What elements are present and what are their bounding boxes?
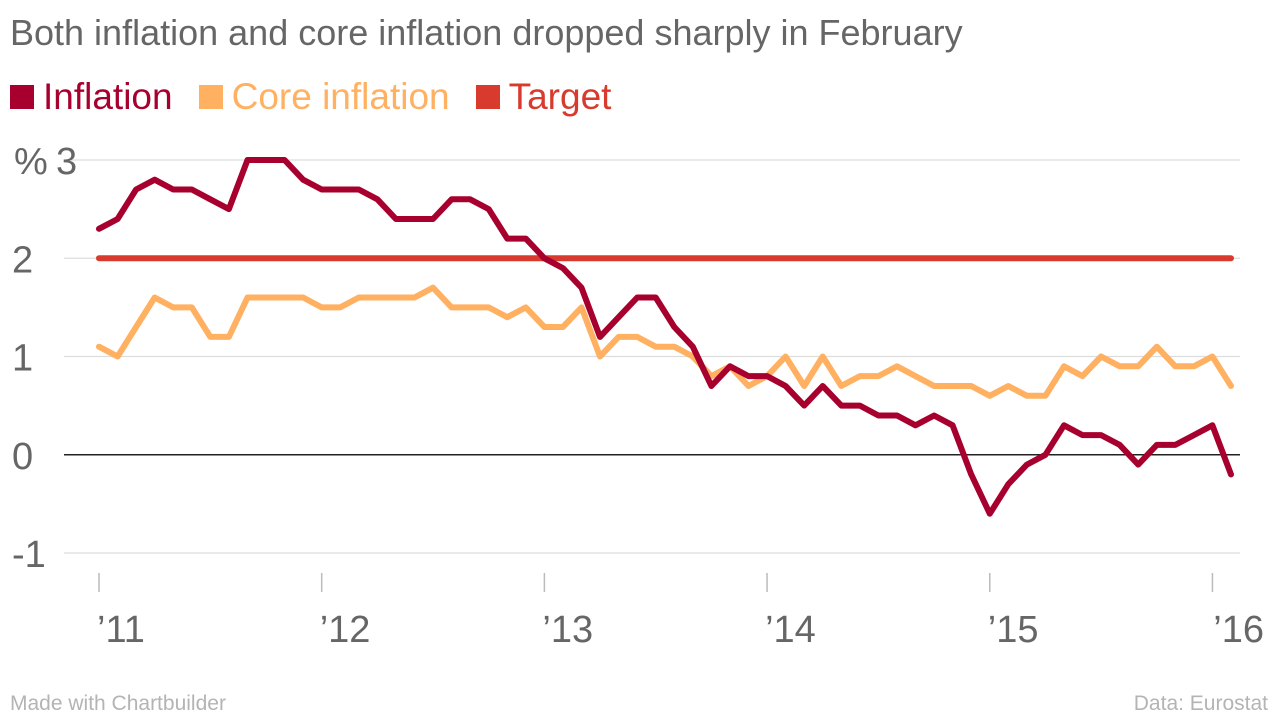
legend-label-target: Target [508, 76, 612, 117]
series-line-inflation [96, 157, 1234, 517]
legend: Inflation Core inflation Target [10, 74, 637, 120]
x-tick-label: ’11 [97, 609, 145, 651]
y-tick-label: -1 [12, 534, 46, 576]
legend-swatch-core-inflation [198, 85, 223, 109]
x-tick-label: ’13 [542, 609, 593, 651]
y-tick-label: 3 [56, 141, 77, 183]
series-line-core-inflation [96, 284, 1234, 399]
x-tick-label: ’14 [765, 609, 816, 651]
legend-item-inflation: Inflation [10, 76, 173, 118]
footer-source: Data: Eurostat [1133, 692, 1268, 715]
legend-item-target: Target [475, 76, 612, 118]
y-tick-label: 0 [12, 436, 33, 478]
legend-label-core-inflation: Core inflation [231, 76, 450, 117]
legend-item-core-inflation: Core inflation [198, 76, 450, 118]
footer-credit: Made with Chartbuilder [10, 692, 226, 715]
legend-label-inflation: Inflation [43, 76, 173, 117]
x-tick-label: ’15 [988, 609, 1039, 651]
y-tick-label: 1 [12, 338, 33, 380]
x-tick-label: ’12 [320, 609, 371, 651]
y-unit-label: % [14, 141, 48, 183]
x-tick-label: ’16 [1213, 609, 1264, 651]
legend-swatch-inflation [10, 85, 34, 109]
legend-swatch-target [475, 85, 500, 109]
chart-title: Both inflation and core inflation droppe… [10, 12, 963, 53]
y-tick-label: 2 [12, 239, 33, 281]
